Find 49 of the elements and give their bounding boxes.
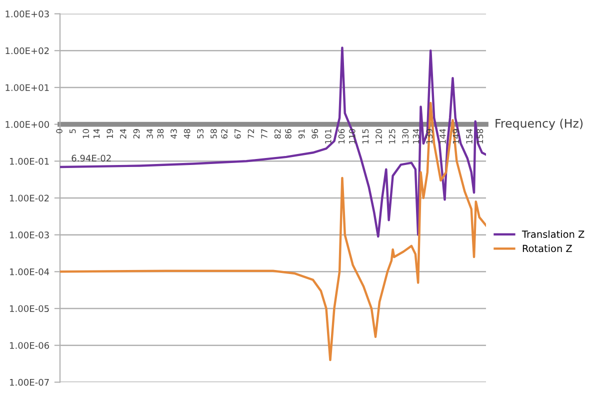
x-tick-label: 0 [56,129,62,134]
x-tick-label: 120 [376,129,382,144]
x-tick-label: 62 [221,129,228,138]
x-axis-title: Frequency (Hz) [496,118,583,130]
x-tick-label: 101 [325,129,332,144]
y-tick-label: 1.00E+00 [6,121,49,128]
x-tick-label: 139 [426,129,433,144]
y-tick-label: 1.00E-07 [10,378,49,386]
x-tick-label: 144 [440,128,446,144]
x-tick-label: 110 [348,129,356,144]
x-tick-label: 58 [210,129,217,138]
x-tick-label: 82 [274,129,281,139]
x-tick-label: 48 [184,129,190,139]
legend-label: Rotation Z [522,244,572,252]
x-tick-label: 72 [248,129,254,138]
y-tick-label: 1.00E+02 [6,47,49,54]
x-tick-label: 43 [170,129,177,139]
x-tick-label: 134 [412,128,420,144]
x-tick-label: 154 [466,128,472,144]
x-tick-label: 10 [82,129,90,138]
y-tick-label: 1.00E+03 [6,10,49,18]
y-tick-label: 1.00E-04 [10,268,50,276]
x-tick-label: 96 [312,129,318,139]
x-tick-label: 67 [234,129,241,138]
x-tick-label: 53 [197,129,204,138]
y-tick-label: 1.00E-03 [10,232,49,238]
x-tick-label: 34 [146,128,153,138]
x-tick-label: 86 [285,129,292,139]
x-tick-label: 5 [70,129,76,134]
x-tick-label: 115 [362,129,369,144]
x-tick-label: 158 [476,129,484,144]
annotation: 6.94E-02 [72,154,111,162]
x-tick-label: 106 [338,129,345,144]
x-tick-label: 38 [157,129,164,138]
x-tick-label: 130 [402,129,409,144]
y-tick-label: 1.00E-06 [10,342,50,349]
y-tick-label: 1.00E+01 [6,84,49,92]
legend-label: Translation Z [522,230,584,238]
x-tick-label: 77 [261,129,268,138]
x-tick-label: 149 [452,129,460,144]
x-tick-label: 19 [106,129,114,138]
y-tick-label: 1.00E-01 [10,158,49,165]
x-tick-label: 91 [298,129,305,139]
y-tick-label: 1.00E-05 [10,305,49,312]
x-tick-label: 125 [388,129,396,144]
x-tick-label: 24 [120,128,126,138]
y-tick-label: 1.00E-02 [10,194,49,202]
x-tick-label: 29 [133,129,140,138]
x-tick-label: 14 [94,128,100,138]
